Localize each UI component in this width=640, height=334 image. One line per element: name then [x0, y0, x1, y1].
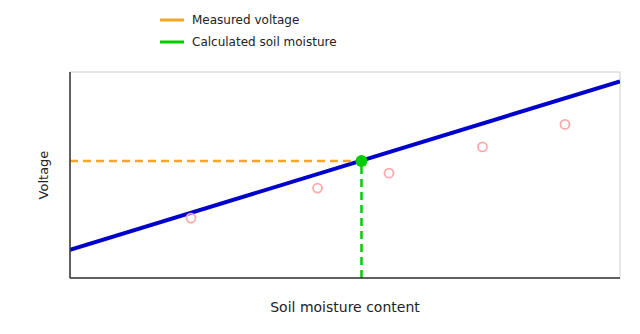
- legend-label: Measured voltage: [192, 13, 299, 27]
- chart: Soil moisture content Voltage Measured vol…: [0, 0, 640, 334]
- regression-line: [70, 81, 620, 250]
- scatter-point: [187, 214, 196, 223]
- intersection-point: [356, 155, 368, 167]
- scatter-point: [561, 120, 570, 129]
- data-layer: [70, 81, 620, 278]
- legend-item: Calculated soil moisture: [160, 35, 337, 49]
- y-axis-label: Voltage: [36, 151, 51, 200]
- scatter-point: [385, 169, 394, 178]
- dashed-line: [360, 161, 363, 278]
- legend-item: Measured voltage: [160, 13, 299, 27]
- legend-swatch: [160, 41, 184, 44]
- x-axis: [70, 277, 620, 279]
- legend-swatch: [160, 19, 184, 22]
- plot-frame: [70, 72, 620, 278]
- legend: Measured voltage Calculated soil moisture: [160, 13, 337, 49]
- y-axis: [69, 72, 71, 278]
- legend-label: Calculated soil moisture: [192, 35, 337, 49]
- dashed-line: [70, 160, 362, 163]
- scatter-point: [313, 184, 322, 193]
- x-axis-label: Soil moisture content: [270, 299, 420, 315]
- scatter-point: [478, 142, 487, 151]
